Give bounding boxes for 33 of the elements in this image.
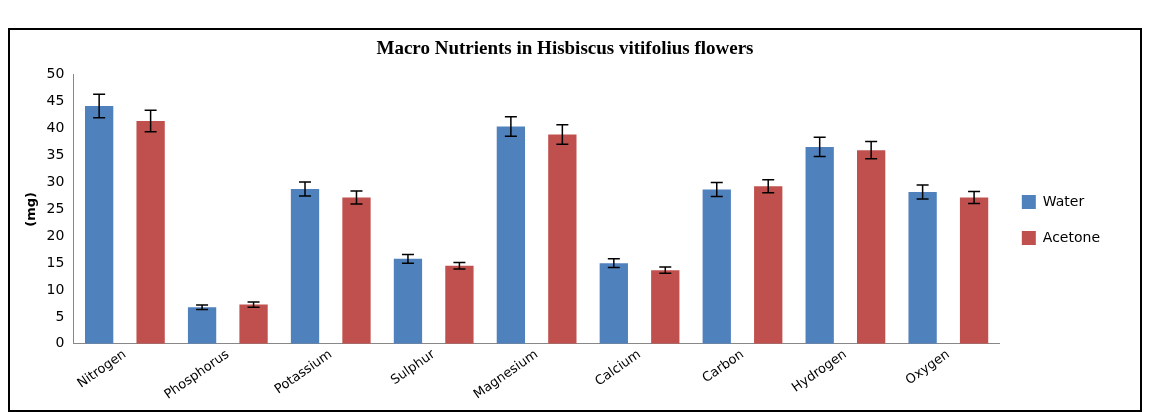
bar — [136, 121, 165, 344]
bar — [599, 263, 628, 344]
bar — [187, 307, 217, 344]
bar — [393, 258, 423, 344]
bar — [651, 270, 680, 344]
y-tick-label: 15 — [46, 253, 65, 270]
bar — [290, 188, 320, 344]
y-axis-title: (mg) — [23, 191, 39, 227]
bar — [857, 150, 886, 344]
bar — [548, 134, 577, 344]
bar — [908, 192, 937, 344]
bar — [84, 106, 114, 344]
y-tick-label: 5 — [55, 307, 65, 324]
bar — [702, 189, 731, 344]
y-tick-label: 40 — [46, 119, 65, 136]
y-tick-label: 30 — [46, 173, 65, 190]
y-tick-label: 20 — [46, 226, 65, 243]
bar — [342, 197, 371, 344]
bar — [496, 126, 526, 344]
y-tick-label: 50 — [46, 65, 65, 82]
y-tick-label: 35 — [46, 146, 65, 163]
legend-label: Water — [1042, 192, 1085, 209]
bar — [239, 304, 268, 344]
legend-label: Acetone — [1042, 228, 1100, 245]
y-tick-label: 45 — [46, 92, 65, 109]
bar — [445, 265, 474, 344]
chart-title: Macro Nutrients in Hisbiscus vitifolius flowers — [376, 37, 754, 59]
y-tick-label: 0 — [55, 334, 65, 351]
y-tick-label: 25 — [46, 199, 65, 216]
bar — [805, 146, 834, 344]
bar — [754, 186, 783, 344]
y-tick-label: 10 — [46, 280, 65, 297]
bar — [959, 197, 989, 344]
